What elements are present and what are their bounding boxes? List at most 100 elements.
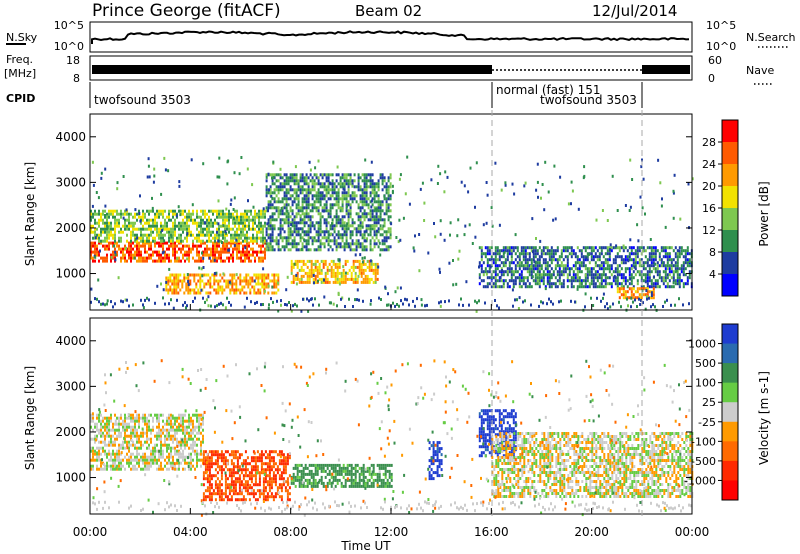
heatmap-cell: [210, 304, 212, 308]
heatmap-cell: [636, 255, 639, 259]
heatmap-cell: [311, 215, 314, 219]
heatmap-cell: [516, 255, 519, 259]
heatmap-cell: [194, 452, 196, 456]
heatmap-cell: [202, 474, 205, 478]
heatmap-cell: [580, 252, 583, 256]
heatmap-cell: [350, 274, 353, 278]
heatmap-cell: [323, 173, 326, 177]
heatmap-cell: [511, 288, 514, 292]
heatmap-cell: [172, 250, 174, 254]
heatmap-cell: [654, 285, 657, 289]
heatmap-cell: [196, 455, 198, 459]
heatmap-cell: [345, 191, 348, 195]
heatmap-cell: [184, 227, 186, 231]
heatmap-cell: [355, 233, 358, 237]
heatmap-cell: [140, 431, 142, 435]
heatmap-cell: [120, 299, 122, 303]
heatmap-cell: [192, 446, 194, 450]
heatmap-cell: [600, 267, 603, 271]
heatmap-cell: [452, 283, 455, 287]
heatmap-cell: [188, 215, 190, 219]
heatmap-cell: [148, 446, 150, 450]
heatmap-cell: [323, 221, 326, 225]
heatmap-cell: [138, 419, 140, 423]
heatmap-cell: [345, 197, 348, 201]
heatmap-cell: [224, 218, 226, 222]
heatmap-cell: [146, 467, 148, 471]
heatmap-cell: [168, 431, 170, 435]
heatmap-cell: [439, 219, 442, 223]
heatmap-cell: [628, 296, 631, 300]
heatmap-cell: [383, 194, 386, 198]
heatmap-cell: [234, 236, 236, 240]
freq-tick-bottom: 8: [73, 72, 80, 85]
heatmap-cell: [202, 437, 204, 441]
heatmap-cell: [578, 249, 581, 253]
heatmap-cell: [196, 250, 198, 254]
heatmap-cell: [236, 236, 238, 240]
heatmap-cell: [152, 221, 154, 225]
heatmap-cell: [236, 230, 238, 234]
heatmap-cell: [660, 258, 663, 262]
heatmap-cell: [506, 273, 509, 277]
heatmap-cell: [110, 428, 112, 432]
heatmap-cell: [366, 277, 369, 281]
heatmap-cell: [202, 413, 204, 417]
heatmap-cell: [182, 467, 184, 471]
heatmap-cell: [349, 224, 352, 228]
heatmap-cell: [538, 258, 541, 262]
heatmap-cell: [118, 428, 120, 432]
heatmap-cell: [652, 287, 655, 291]
heatmap-cell: [110, 434, 112, 438]
heatmap-cell: [570, 255, 573, 259]
heatmap-cell: [233, 282, 236, 286]
colorbar-swatch: [722, 274, 738, 297]
heatmap-cell: [376, 271, 379, 275]
heatmap-cell: [224, 259, 226, 263]
heatmap-cell: [271, 196, 274, 200]
heatmap-cell: [460, 180, 463, 184]
heatmap-cell: [369, 173, 372, 177]
heatmap-cell: [347, 212, 350, 216]
heatmap-cell: [192, 419, 194, 423]
heatmap-cell: [364, 268, 367, 272]
heatmap-cell: [206, 230, 208, 234]
heatmap-cell: [275, 291, 278, 295]
heatmap-cell: [257, 276, 260, 280]
heatmap-cell: [150, 227, 152, 231]
heatmap-cell: [335, 197, 338, 201]
heatmap-cell: [104, 209, 106, 213]
heatmap-cell: [297, 179, 300, 183]
heatmap-cell: [126, 422, 128, 426]
heatmap-cell: [122, 419, 124, 423]
heatmap-cell: [202, 419, 204, 423]
heatmap-cell: [304, 262, 307, 266]
heatmap-cell: [112, 461, 114, 465]
heatmap-cell: [166, 416, 168, 420]
heatmap-cell: [279, 227, 282, 231]
heatmap-cell: [314, 280, 317, 284]
heatmap-cell: [370, 262, 373, 266]
heatmap-cell: [152, 419, 154, 423]
heatmap-cell: [292, 265, 295, 269]
heatmap-cell: [196, 253, 198, 257]
heatmap-cell: [512, 261, 515, 265]
heatmap-cell: [315, 209, 318, 213]
heatmap-cell: [90, 449, 92, 453]
heatmap-cell: [602, 285, 605, 289]
heatmap-cell: [192, 425, 194, 429]
heatmap-cell: [174, 224, 176, 228]
heatmap-cell: [321, 209, 324, 213]
heatmap-cell: [178, 224, 180, 228]
heatmap-cell: [383, 230, 386, 234]
nsky-tick-top: 10^5: [54, 19, 84, 32]
heatmap-cell: [186, 221, 188, 225]
heatmap-cell: [108, 422, 110, 426]
heatmap-cell: [112, 440, 114, 444]
heatmap-cell: [610, 285, 613, 289]
heatmap-cell: [570, 249, 573, 253]
heatmap-cell: [386, 303, 388, 307]
heatmap-cell: [126, 425, 128, 429]
heatmap-cell: [108, 464, 110, 468]
heatmap-cell: [596, 276, 599, 280]
